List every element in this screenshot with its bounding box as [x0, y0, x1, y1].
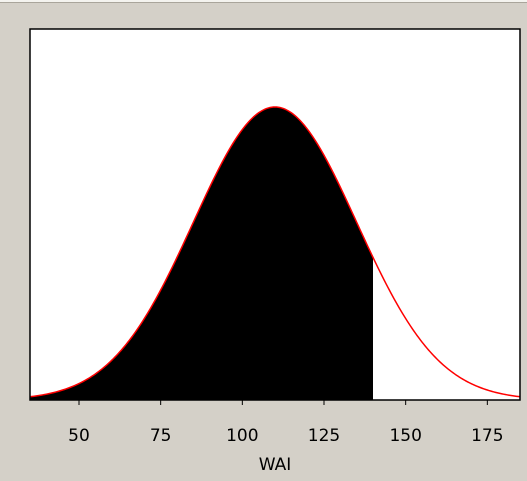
x-tick-label: 125 [308, 426, 340, 446]
x-tick-label: 75 [150, 426, 172, 446]
density-curve [29, 106, 521, 398]
shaded-area [30, 107, 373, 400]
x-tick-label: 150 [389, 426, 421, 446]
x-tick-label: 100 [226, 426, 258, 446]
x-axis-ticks: 50 75 100 125 150 175 [68, 400, 504, 446]
x-tick-label: 175 [471, 426, 503, 446]
x-axis-label: WAI [259, 455, 292, 475]
x-tick-label: 50 [68, 426, 90, 446]
plot-frame [29, 28, 521, 401]
top-divider [0, 0, 527, 3]
